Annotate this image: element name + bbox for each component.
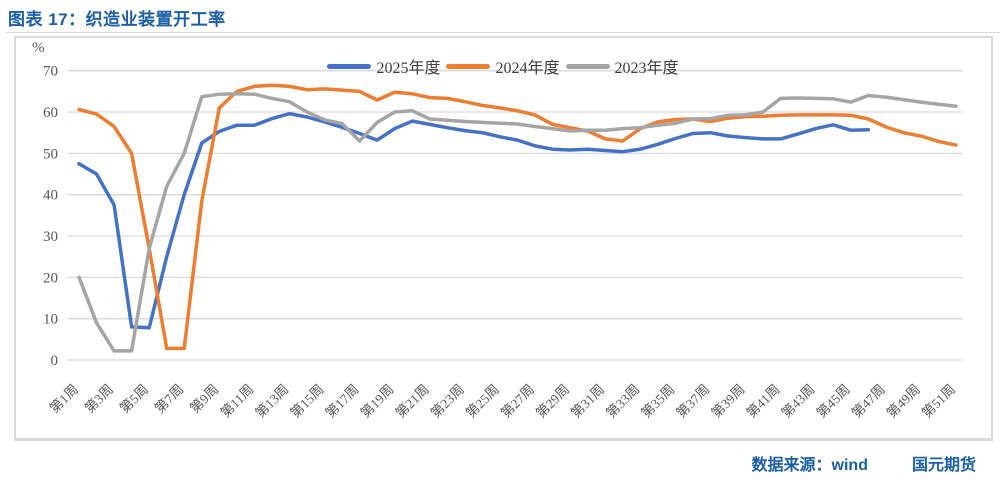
chart-title: 图表 17：织造业装置开工率 [8, 10, 226, 29]
x-tick-label: 第15周 [287, 381, 327, 421]
y-tick-label: 50 [43, 146, 58, 162]
x-tick-label: 第27周 [497, 381, 537, 421]
y-tick-label: 40 [43, 188, 58, 204]
y-tick-label: 20 [43, 270, 58, 286]
y-tick-label: 70 [43, 64, 58, 80]
x-tick-label: 第43周 [778, 381, 818, 421]
y-tick-label: 30 [43, 229, 58, 245]
series-line-2025 [77, 111, 871, 330]
y-tick-label: 10 [43, 312, 58, 328]
chart-frame [14, 36, 993, 441]
x-tick-label: 第45周 [813, 381, 853, 421]
x-tick-label: 第3周 [81, 381, 116, 416]
company-label: 国元期货 [911, 457, 976, 474]
y-tick-label: 0 [51, 353, 59, 369]
x-tick-label: 第5周 [116, 381, 151, 416]
x-tick-label: 第1周 [46, 381, 81, 416]
data-source-label: 数据来源：wind [751, 457, 868, 474]
x-tick-label: 第47周 [848, 381, 888, 421]
x-tick-label: 第35周 [638, 381, 678, 421]
x-tick-label: 第9周 [186, 381, 221, 416]
title-divider [6, 32, 1000, 33]
x-tick-label: 第19周 [357, 381, 397, 421]
x-tick-label: 第39周 [708, 381, 748, 421]
y-axis-unit-label: % [32, 40, 45, 56]
x-tick-label: 第25周 [462, 381, 502, 421]
source-note: 数据来源：wind 国元期货 [752, 451, 976, 475]
series-line-2024 [77, 83, 958, 351]
x-tick-label: 第23周 [427, 381, 467, 421]
x-tick-label: 第17周 [322, 381, 362, 421]
x-tick-label: 第29周 [532, 381, 572, 421]
x-tick-label: 第31周 [567, 381, 607, 421]
series-line-2023 [77, 92, 958, 353]
x-tick-label: 第41周 [743, 381, 783, 421]
x-tick-label: 第11周 [217, 381, 257, 421]
x-tick-label: 第33周 [602, 381, 642, 421]
x-tick-label: 第13周 [252, 381, 292, 421]
x-tick-label: 第51周 [918, 381, 958, 421]
x-tick-label: 第7周 [151, 381, 186, 416]
x-tick-label: 第49周 [883, 381, 923, 421]
y-tick-label: 60 [43, 105, 58, 121]
x-tick-label: 第21周 [392, 381, 432, 421]
x-tick-label: 第37周 [673, 381, 713, 421]
